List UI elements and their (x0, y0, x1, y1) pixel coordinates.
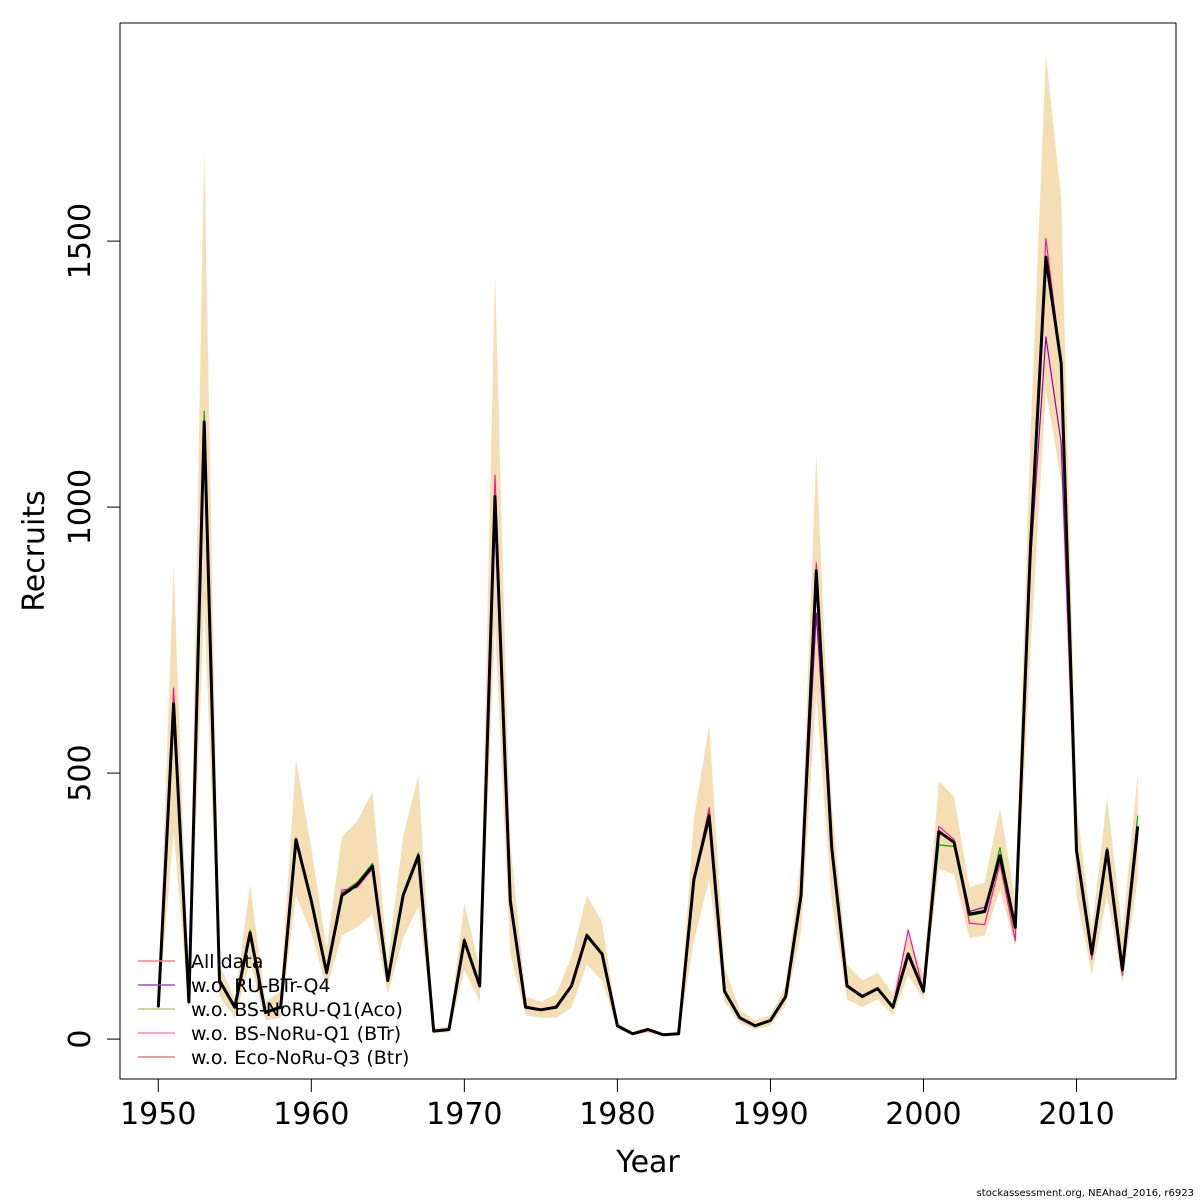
series-line-6 (156, 255, 1140, 1037)
legend-label-5: w.o. Eco-NoRu-Q3 (Btr) (191, 1047, 409, 1069)
x-tick-label-1970: 1970 (426, 1097, 502, 1132)
x-axis-title: Year (615, 1145, 680, 1180)
legend-label-3: w.o. BS-NoRU-Q1(Aco) (191, 999, 403, 1021)
confidence-band (158, 54, 1138, 1037)
y-tick-label-500: 500 (63, 744, 98, 801)
y-axis: 0 500 1000 1500 (63, 203, 121, 1049)
x-tick-label-1950: 1950 (120, 1097, 196, 1132)
footer-credit: stockassessment.org, NEAhad_2016, r6923 (977, 1188, 1194, 1199)
x-tick-label-1990: 1990 (732, 1097, 808, 1132)
x-axis: 1950 1960 1970 1980 1990 2000 2010 (120, 1078, 1115, 1132)
y-tick-label-1500: 1500 (63, 203, 98, 279)
y-axis-title: Recruits (17, 490, 52, 612)
x-tick-label-2010: 2010 (1038, 1097, 1114, 1132)
x-tick-label-2000: 2000 (885, 1097, 961, 1132)
legend-label-4: w.o. BS-NoRu-Q1 (BTr) (191, 1023, 401, 1045)
confidence-band-layer (158, 54, 1138, 1037)
y-tick-label-0: 0 (63, 1030, 98, 1049)
x-tick-label-1980: 1980 (579, 1097, 655, 1132)
series-layer (156, 237, 1140, 1037)
y-tick-label-1000: 1000 (63, 469, 98, 545)
legend-label-1: All data (191, 951, 263, 973)
legend-label-2: w.o. RU-BTr-Q4 (191, 975, 331, 997)
x-tick-label-1960: 1960 (273, 1097, 349, 1132)
